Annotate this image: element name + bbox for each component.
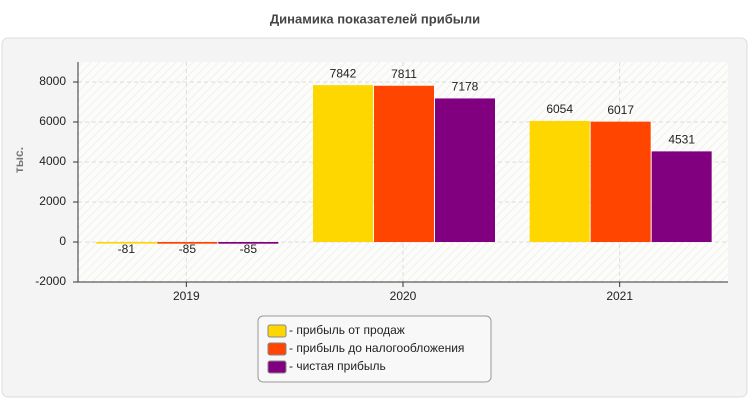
bar (157, 242, 218, 244)
data-label: 4531 (668, 133, 695, 147)
y-tick-label: 0 (59, 234, 66, 248)
legend-label: - прибыль до налогообложения (289, 341, 464, 355)
bar (218, 242, 279, 244)
bar (96, 242, 157, 244)
data-label: 7842 (330, 66, 357, 80)
data-label: 7811 (391, 67, 417, 81)
data-label: 7178 (452, 80, 479, 94)
legend-label: - прибыль от продаж (289, 323, 405, 337)
y-tick-label: 2000 (39, 194, 66, 208)
legend-swatch (267, 324, 287, 338)
x-tick-label: 2019 (173, 289, 200, 303)
bar (374, 85, 434, 242)
data-label: 6017 (607, 103, 634, 117)
y-tick-label: -2000 (35, 274, 66, 288)
x-tick-label: 2021 (606, 289, 633, 303)
bar (590, 121, 651, 242)
bar (435, 98, 495, 242)
y-tick-label: 4000 (39, 154, 66, 168)
data-label: 6054 (546, 102, 573, 116)
bar (529, 120, 590, 242)
bar (651, 151, 712, 242)
data-label: -81 (118, 242, 136, 256)
legend-label: - чистая прибыль (289, 359, 386, 373)
data-label: -85 (240, 242, 258, 256)
bar (313, 85, 373, 242)
chart-title: Динамика показателей прибыли (270, 11, 480, 26)
y-tick-label: 8000 (39, 74, 66, 88)
legend-swatch (267, 342, 287, 356)
legend-swatch (267, 360, 287, 374)
legend (257, 315, 492, 383)
y-axis-label: тыс. (12, 147, 26, 173)
y-tick-label: 6000 (39, 114, 66, 128)
x-tick-label: 2020 (390, 289, 417, 303)
data-label: -85 (179, 242, 197, 256)
